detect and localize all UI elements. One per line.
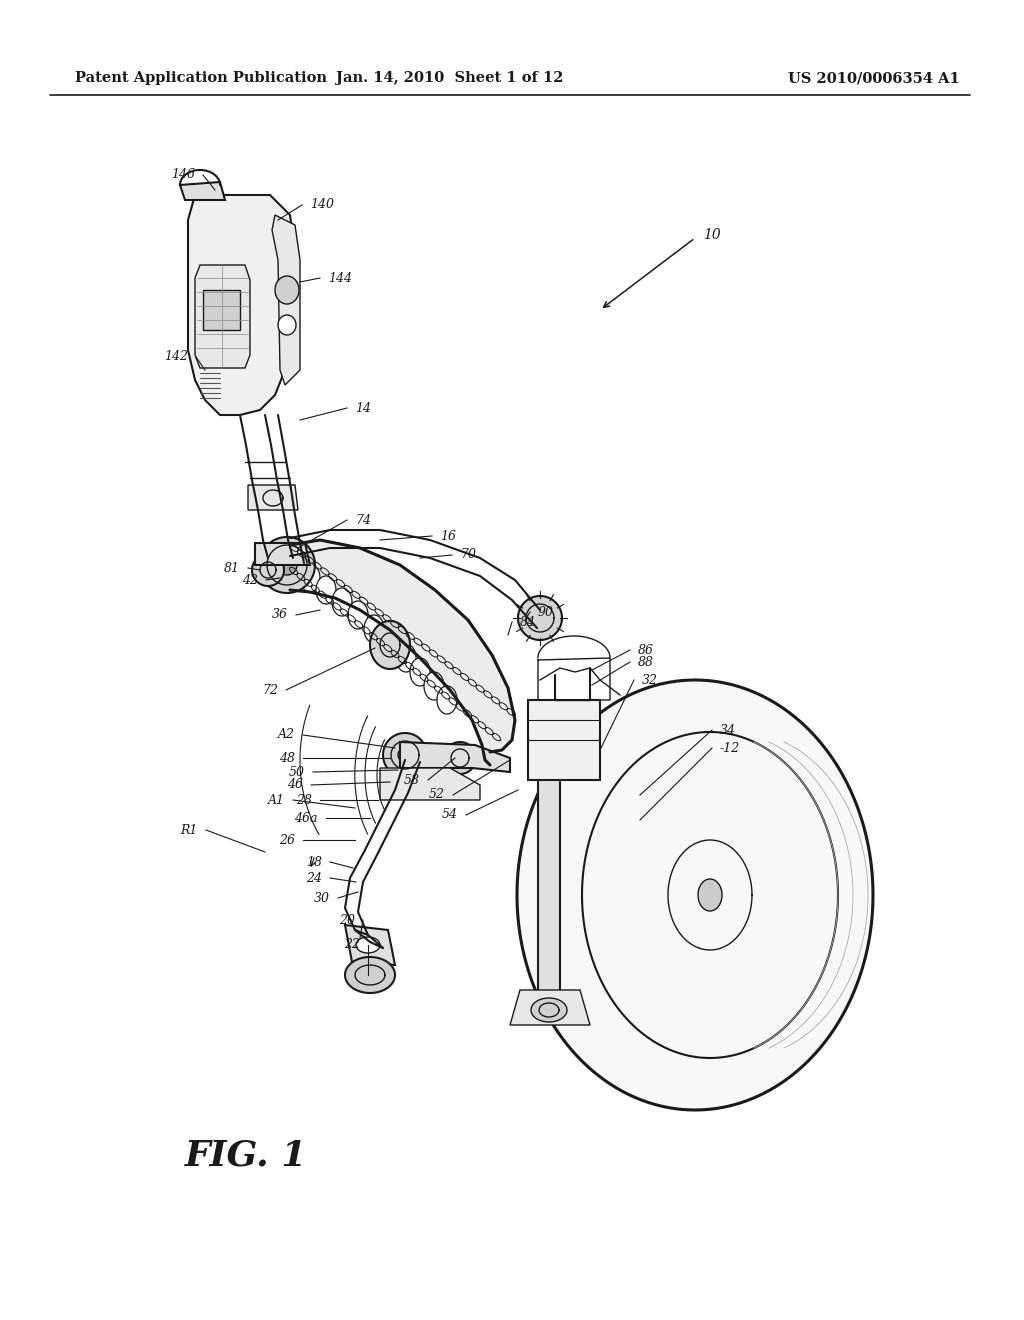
Polygon shape [370, 620, 410, 669]
Text: 144: 144 [328, 272, 352, 285]
Polygon shape [345, 925, 395, 965]
Polygon shape [248, 484, 298, 510]
Polygon shape [398, 748, 412, 762]
Polygon shape [383, 733, 427, 777]
Polygon shape [272, 215, 300, 385]
Polygon shape [396, 644, 416, 672]
Text: 81: 81 [224, 561, 240, 574]
Text: 42: 42 [242, 573, 258, 586]
Text: 36: 36 [272, 609, 288, 622]
Polygon shape [444, 742, 476, 774]
Text: 72: 72 [262, 684, 278, 697]
Text: 48: 48 [279, 751, 295, 764]
Text: 46a: 46a [295, 812, 318, 825]
Text: 20: 20 [339, 913, 355, 927]
Text: 90: 90 [538, 606, 554, 619]
Text: A1: A1 [268, 793, 285, 807]
Polygon shape [300, 564, 319, 591]
Polygon shape [424, 672, 444, 700]
Text: 142: 142 [164, 351, 188, 363]
Text: 22: 22 [344, 939, 360, 952]
Text: 24: 24 [306, 871, 322, 884]
Polygon shape [180, 182, 225, 201]
Text: -12: -12 [720, 742, 740, 755]
Text: 10: 10 [703, 228, 721, 242]
Text: 58: 58 [404, 774, 420, 787]
Polygon shape [538, 770, 560, 1015]
Text: 146: 146 [171, 169, 195, 181]
Polygon shape [400, 742, 510, 772]
Polygon shape [195, 265, 250, 368]
Polygon shape [518, 597, 562, 640]
Polygon shape [278, 554, 297, 576]
Polygon shape [275, 276, 299, 304]
Text: Patent Application Publication: Patent Application Publication [75, 71, 327, 84]
Text: 26: 26 [279, 833, 295, 846]
Polygon shape [252, 554, 284, 586]
Text: 74: 74 [355, 513, 371, 527]
Text: US 2010/0006354 A1: US 2010/0006354 A1 [788, 71, 961, 84]
Text: 14: 14 [355, 401, 371, 414]
Text: 32: 32 [642, 673, 658, 686]
Text: 30: 30 [314, 891, 330, 904]
Text: 84: 84 [520, 615, 536, 628]
Polygon shape [259, 537, 315, 593]
Text: 52: 52 [429, 788, 445, 801]
Polygon shape [410, 657, 430, 686]
Polygon shape [278, 315, 296, 335]
Polygon shape [510, 990, 590, 1026]
Text: 34: 34 [720, 723, 736, 737]
Polygon shape [356, 937, 380, 953]
Text: FIG. 1: FIG. 1 [185, 1138, 307, 1172]
Polygon shape [345, 957, 395, 993]
Polygon shape [290, 540, 515, 766]
Text: 54: 54 [442, 808, 458, 821]
Polygon shape [255, 543, 310, 565]
Text: A2: A2 [278, 729, 295, 742]
Text: 50: 50 [289, 766, 305, 779]
Text: 18: 18 [306, 855, 322, 869]
Text: 86: 86 [638, 644, 654, 656]
Polygon shape [437, 686, 457, 714]
Polygon shape [698, 879, 722, 911]
Polygon shape [332, 587, 352, 616]
Text: 88: 88 [638, 656, 654, 668]
Text: 140: 140 [310, 198, 334, 211]
Polygon shape [316, 576, 336, 605]
Text: Jan. 14, 2010  Sheet 1 of 12: Jan. 14, 2010 Sheet 1 of 12 [336, 71, 564, 84]
Text: R1: R1 [180, 824, 198, 837]
Polygon shape [348, 601, 368, 630]
Polygon shape [380, 630, 400, 657]
Polygon shape [188, 195, 295, 414]
Polygon shape [528, 700, 600, 780]
Text: 16: 16 [440, 529, 456, 543]
Text: 70: 70 [460, 549, 476, 561]
Polygon shape [531, 998, 567, 1022]
Text: 28: 28 [296, 793, 312, 807]
Polygon shape [380, 768, 480, 800]
Text: 46: 46 [287, 779, 303, 792]
Polygon shape [364, 615, 384, 643]
Polygon shape [203, 290, 240, 330]
Polygon shape [517, 680, 873, 1110]
